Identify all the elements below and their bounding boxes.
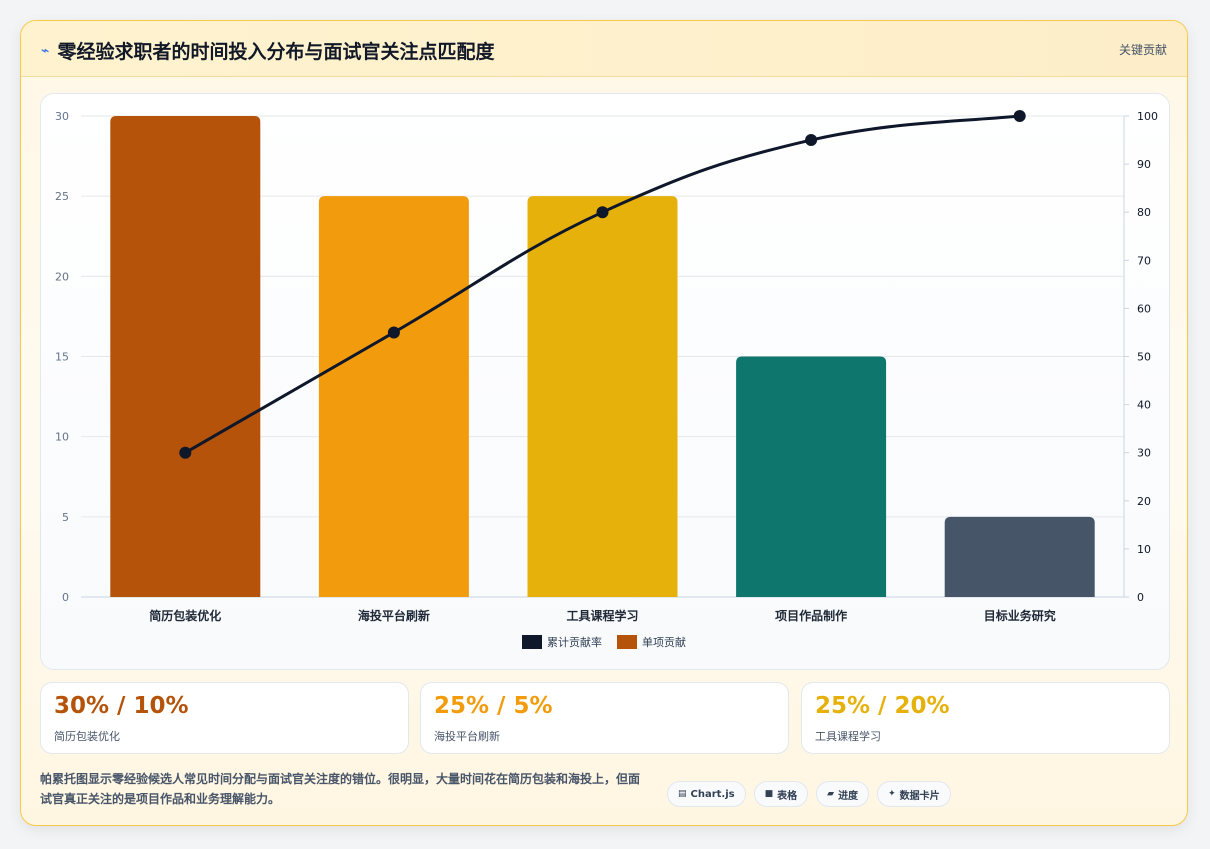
- y-right-tick-label: 40: [1137, 399, 1151, 412]
- pill-label: 数据卡片: [899, 790, 940, 802]
- stat-label: 海投平台刷新: [434, 730, 500, 743]
- pill-data-card[interactable]: ✦ 数据卡片: [877, 781, 951, 807]
- y-left-tick-label: 20: [55, 270, 69, 283]
- bar-3: [527, 196, 678, 597]
- stat-value: 25% / 5%: [434, 693, 553, 719]
- stat-card-mass-apply: 25% / 5% 海投平台刷新: [420, 682, 789, 754]
- pill-chartjs[interactable]: ▤ Chart.js: [667, 781, 746, 807]
- chart-card: ⌁ 零经验求职者的时间投入分布与面试官关注点匹配度 关键贡献 0 5 10 15 20 2…: [20, 20, 1188, 826]
- y-right-tick-label: 10: [1137, 543, 1151, 556]
- stat-card-tool-course: 25% / 20% 工具课程学习: [801, 682, 1170, 754]
- stat-value: 30% / 10%: [54, 693, 189, 719]
- y-left-tick-label: 15: [55, 351, 69, 364]
- stat-label: 工具课程学习: [815, 730, 881, 743]
- table-icon: ■: [764, 789, 774, 799]
- bar-4: [736, 356, 887, 597]
- stat-card-resume: 30% / 10% 简历包装优化: [40, 682, 409, 754]
- y-right-tick-label: 50: [1137, 351, 1151, 364]
- pill-label: 进度: [838, 790, 859, 802]
- lightning-icon: ⌁: [41, 42, 50, 59]
- stat-label: 简历包装优化: [54, 730, 120, 743]
- card-header: ⌁ 零经验求职者的时间投入分布与面试官关注点匹配度 关键贡献: [21, 21, 1187, 77]
- x-tick-label: 目标业务研究: [984, 608, 1056, 623]
- x-tick-label: 工具课程学习: [566, 608, 638, 623]
- cumulative-point-4: [805, 134, 818, 147]
- pill-table[interactable]: ■ 表格: [753, 781, 809, 807]
- legend-swatch-2: [617, 635, 637, 649]
- y-right-tick-label: 20: [1137, 495, 1151, 508]
- pill-label: 表格: [777, 790, 798, 802]
- legend-label-2: 单项贡献: [642, 635, 686, 649]
- chart-panel: 0 5 10 15 20 25 30 0 10 20 30 40 50 60 70 80 90 100 简历包装优化…: [40, 93, 1170, 670]
- pill-progress[interactable]: ▰ 进度: [816, 781, 870, 807]
- pareto-chart: 0 5 10 15 20 25 30 0 10 20 30 40 50 60 70 80 90 100 简历包装优化…: [55, 110, 1158, 649]
- chart-icon: ▤: [678, 789, 687, 799]
- bar-5: [944, 516, 1095, 597]
- y-right-tick-label: 60: [1137, 302, 1151, 315]
- y-left-tick-label: 5: [62, 511, 69, 524]
- legend-label-1: 累计贡献率: [547, 635, 602, 649]
- stat-value: 25% / 20%: [815, 693, 950, 719]
- key-contribution-badge: 关键贡献: [1118, 43, 1167, 57]
- bar-2: [318, 196, 469, 597]
- pill-label: Chart.js: [690, 788, 735, 800]
- y-left-tick-label: 30: [55, 110, 69, 123]
- progress-icon: ▰: [827, 789, 835, 799]
- title-group: ⌁ 零经验求职者的时间投入分布与面试官关注点匹配度: [41, 37, 494, 64]
- legend-swatch-1: [522, 635, 542, 649]
- y-right-tick-label: 70: [1137, 254, 1151, 267]
- chart-title: 零经验求职者的时间投入分布与面试官关注点匹配度: [57, 41, 495, 63]
- y-right-tick-label: 100: [1137, 110, 1158, 123]
- bar-1: [110, 116, 261, 597]
- cumulative-point-1: [179, 446, 192, 459]
- y-left-tick-label: 10: [55, 431, 69, 444]
- y-left-tick-label: 25: [55, 190, 69, 203]
- y-right-tick-label: 30: [1137, 447, 1151, 460]
- sparkle-icon: ✦: [888, 789, 896, 799]
- y-right-tick-label: 90: [1137, 158, 1151, 171]
- y-right-tick-label: 0: [1137, 591, 1144, 604]
- x-tick-label: 简历包装优化: [149, 608, 221, 623]
- x-tick-label: 项目作品制作: [775, 608, 847, 623]
- y-left-tick-label: 0: [62, 591, 69, 604]
- cumulative-point-3: [596, 206, 609, 219]
- feature-pills: ▤ Chart.js ■ 表格 ▰ 进度 ✦ 数据卡片: [667, 781, 951, 807]
- chart-description: 帕累托图显示零经验候选人常见时间分配与面试官关注度的错位。很明显，大量时间花在简…: [40, 772, 641, 806]
- cumulative-point-5: [1013, 110, 1026, 122]
- x-tick-label: 海投平台刷新: [358, 608, 430, 623]
- cumulative-point-2: [387, 326, 400, 339]
- y-right-tick-label: 80: [1137, 206, 1151, 219]
